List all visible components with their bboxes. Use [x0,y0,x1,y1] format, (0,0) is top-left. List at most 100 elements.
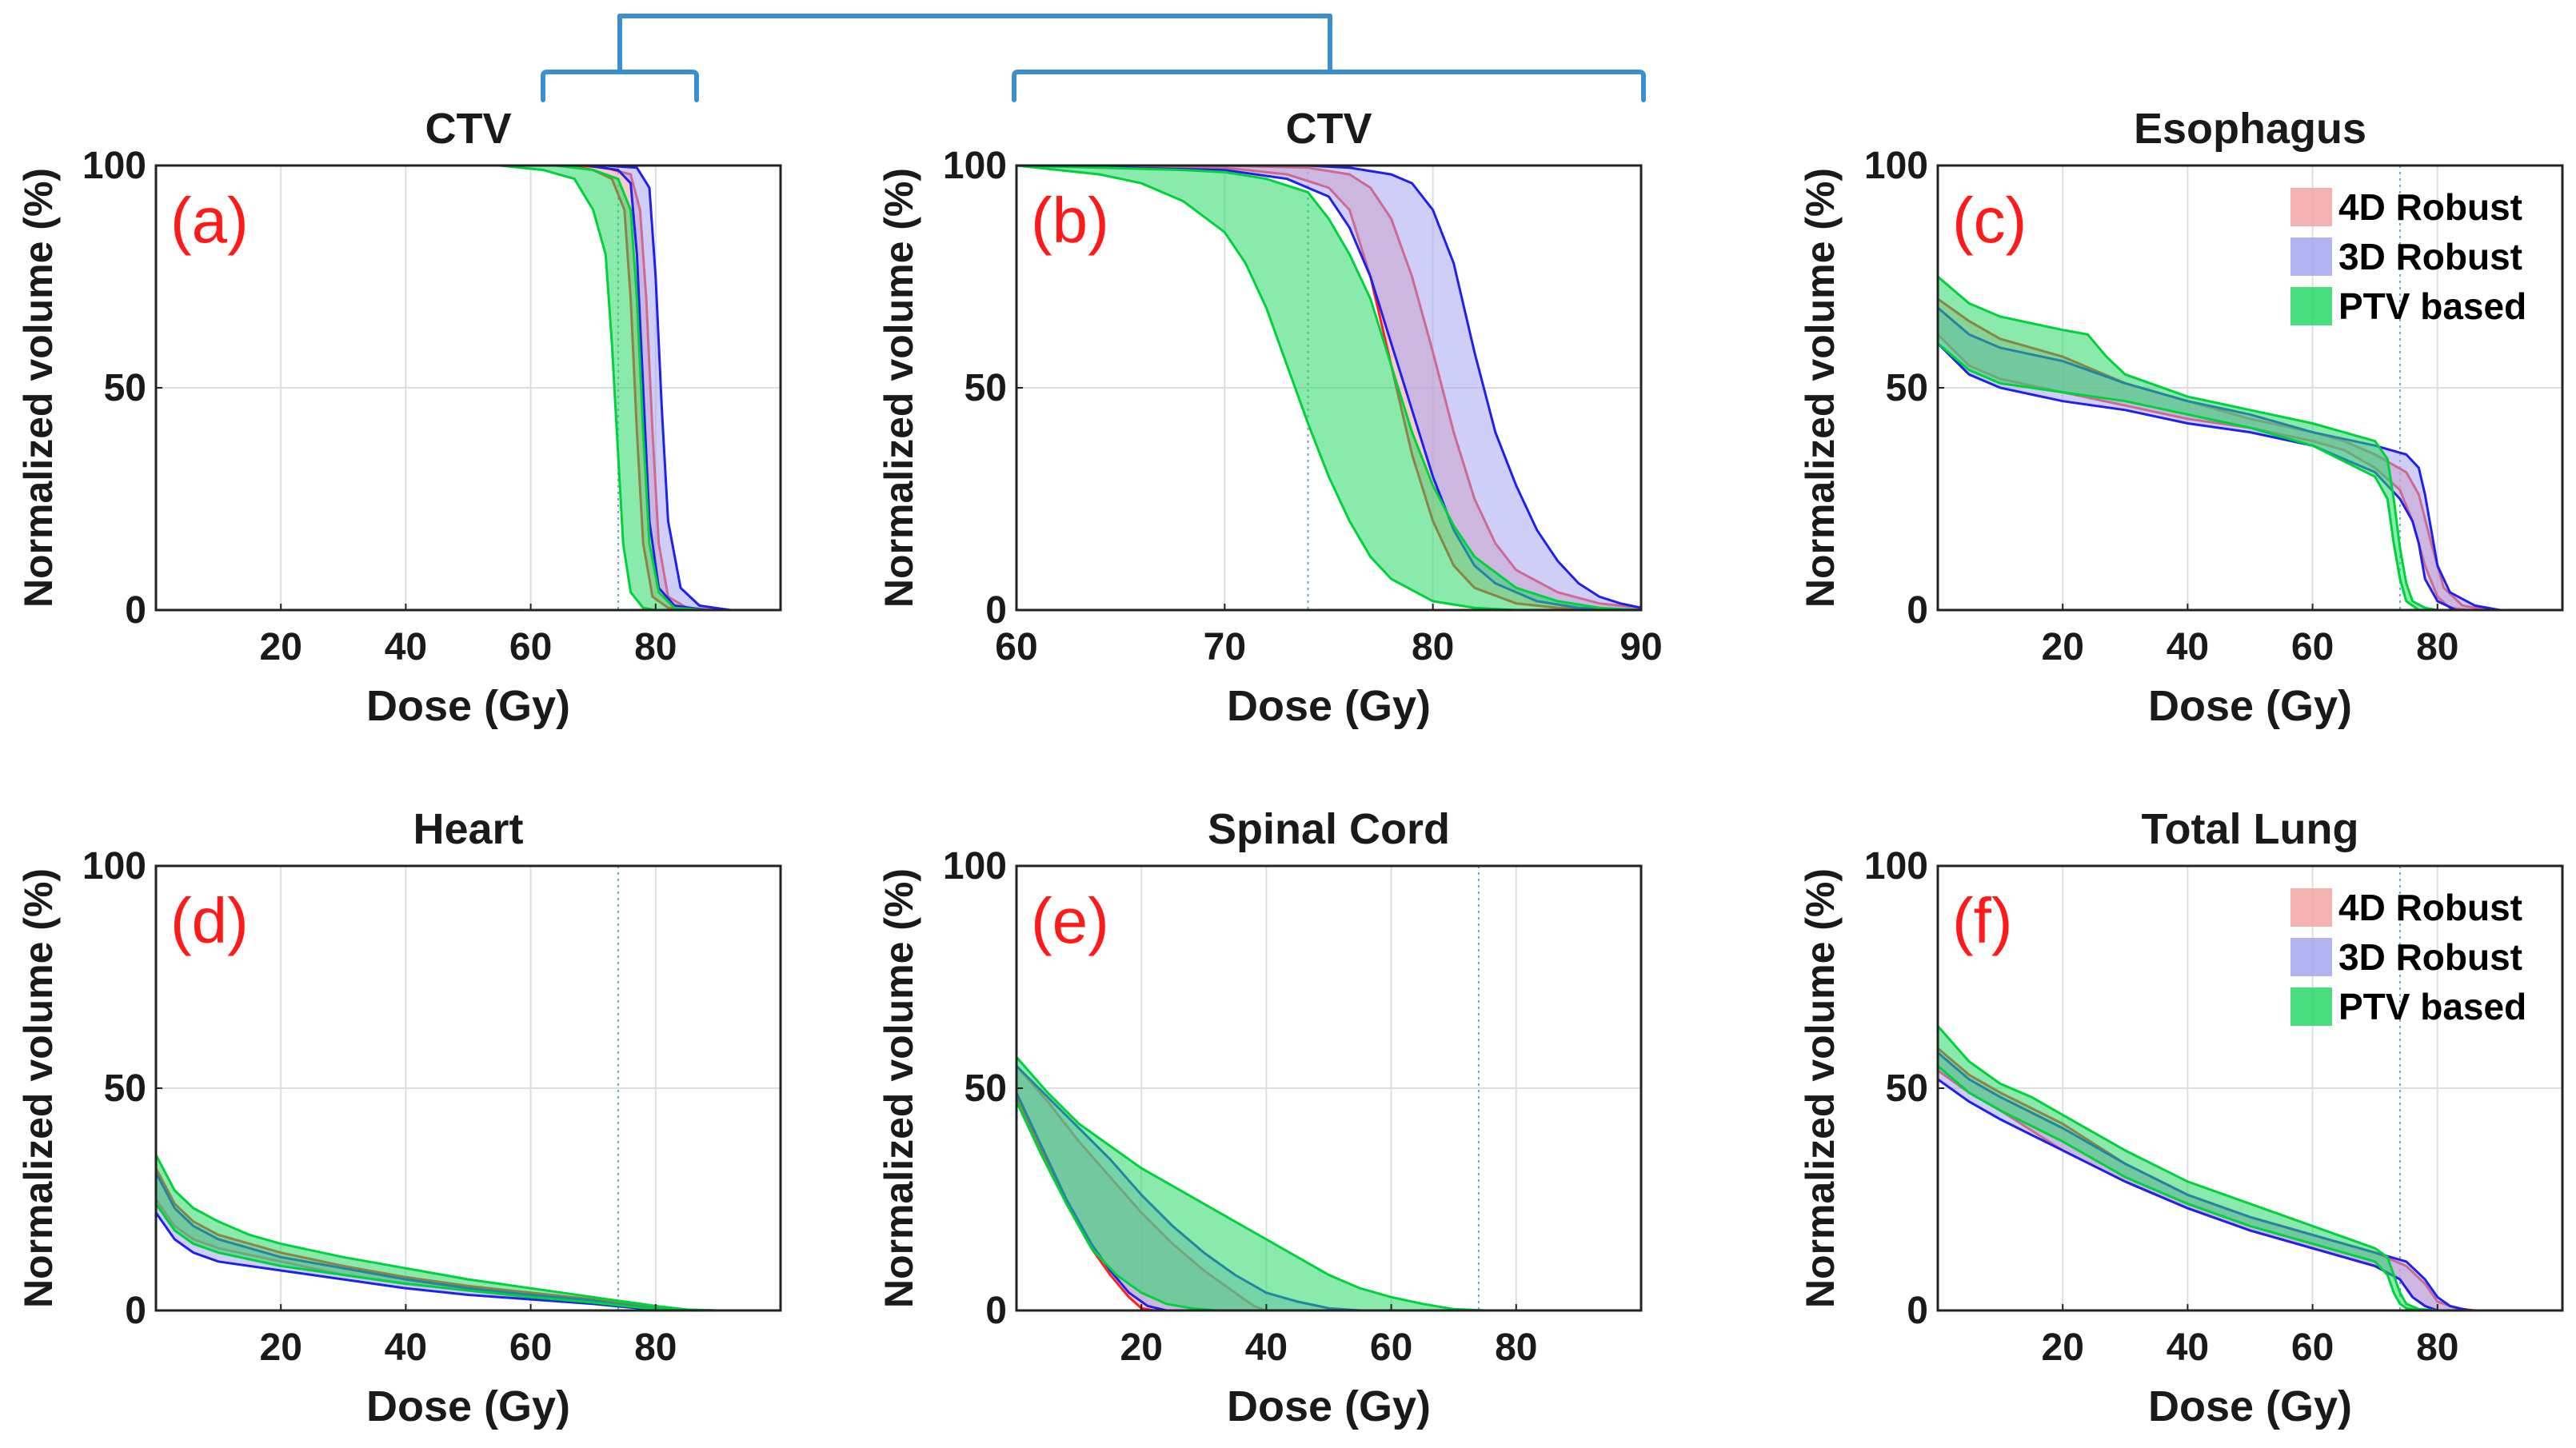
panel-letter: (e) [1031,885,1109,956]
y-axis-label: Normalized volume (%) [877,168,921,608]
y-axis-label: Normalized volume (%) [1798,168,1843,608]
panel-e: 20 40 60 80 0 50 100 Spinal Cord Dose (Gy) Normal… [877,805,1643,1430]
x-tick-label: 70 [1204,626,1246,668]
x-tick-label: 80 [1412,626,1454,668]
band-upper-ptv-based [1936,1025,2562,1312]
panel-b: 60 70 80 90 0 50 100 CTV Dose (Gy) Normalized vol… [877,105,1663,730]
band-lower-3d-robust [1937,1078,2562,1312]
legend-label: 4D Robust [2338,186,2522,228]
legend-label: 3D Robust [2338,936,2522,978]
band-lower-ptv-based [154,1203,781,1312]
x-tick-label: 60 [1370,1326,1412,1369]
band-ptv-based [156,166,781,610]
x-tick-label: 20 [260,1326,302,1369]
y-tick-label: 50 [104,1067,146,1110]
band-ptv-based [1938,277,2562,610]
x-tick-label: 40 [385,626,427,668]
panel-title: Esophagus [2134,105,2366,153]
panel-letter: (f) [1952,885,2013,956]
band-3d-robust [1016,166,1641,610]
y-tick-label: 0 [1907,589,1928,632]
panel-title: Heart [413,805,523,853]
y-tick-label: 0 [125,589,146,632]
band-upper-ptv-based [1937,275,2562,612]
y-tick-label: 50 [965,367,1007,409]
band-lower-ptv-based [1937,342,2562,612]
panel-letter: (c) [1952,185,2027,256]
x-axis-label: Dose (Gy) [366,1382,570,1430]
x-tick-label: 90 [1619,626,1662,668]
x-tick-label: 60 [509,1326,552,1369]
legend-label: 3D Robust [2338,236,2522,277]
y-tick-label: 0 [1907,1290,1928,1332]
panel-letter: (b) [1031,185,1109,256]
band-upper-ptv-based [1016,164,1642,612]
x-tick-label: 40 [385,1326,427,1369]
legend-swatch [2290,188,2332,226]
band-3d-robust [156,166,781,610]
x-axis-label: Dose (Gy) [1227,682,1431,730]
y-tick-label: 100 [1864,845,1928,888]
legend-label: 4D Robust [2338,887,2522,928]
y-tick-label: 50 [965,1067,1007,1110]
y-tick-label: 0 [985,1290,1007,1332]
band-upper-3d-robust [156,164,781,612]
y-tick-label: 100 [82,845,146,888]
x-tick-label: 80 [2416,1326,2458,1369]
panel-letter: (d) [170,885,249,956]
y-axis-label: Normalized volume (%) [877,868,921,1308]
x-tick-label: 80 [2416,626,2458,668]
panel-letter: (a) [170,185,249,256]
x-tick-label: 20 [1120,1326,1163,1369]
x-tick-label: 80 [634,626,677,668]
band-lower-ptv-based [1016,164,1641,612]
panel-title: CTV [425,105,512,153]
x-tick-label: 20 [2042,1326,2084,1369]
x-tick-label: 60 [995,626,1037,668]
x-axis-label: Dose (Gy) [2148,682,2352,730]
legend-swatch [2290,987,2332,1026]
y-axis-label: Normalized volume (%) [16,168,61,608]
legend: 4D Robust 3D Robust PTV based [2290,186,2526,327]
y-tick-label: 0 [125,1290,146,1332]
x-axis-label: Dose (Gy) [366,682,570,730]
x-tick-label: 40 [2167,1326,2209,1369]
panel-title: CTV [1286,105,1372,153]
band-upper-3d-robust [1016,164,1642,609]
x-tick-label: 40 [1245,1326,1288,1369]
x-tick-label: 40 [2167,626,2209,668]
legend-swatch [2290,237,2332,276]
legend: 4D Robust 3D Robust PTV based [2290,887,2526,1027]
y-tick-label: 100 [943,145,1007,187]
bracket-left-arm [541,70,699,102]
legend-label: PTV based [2338,986,2526,1027]
x-tick-label: 60 [2291,1326,2334,1369]
x-tick-label: 60 [509,626,552,668]
panel-title: Total Lung [2142,805,2359,853]
y-tick-label: 50 [1886,367,1928,409]
x-axis-label: Dose (Gy) [2148,1382,2352,1430]
x-axis-label: Dose (Gy) [1227,1382,1431,1430]
y-axis-label: Normalized volume (%) [16,868,61,1308]
legend-swatch [2290,888,2332,927]
y-tick-label: 100 [1864,145,1928,187]
x-tick-label: 20 [2042,626,2084,668]
y-tick-label: 0 [985,589,1007,632]
y-tick-label: 50 [1886,1067,1928,1110]
band-upper-ptv-based [156,164,781,612]
y-axis-label: Normalized volume (%) [1798,868,1843,1308]
band-upper-ptv-based [1015,1056,1641,1312]
y-tick-label: 100 [82,145,146,187]
legend-swatch [2290,938,2332,976]
legend-label: PTV based [2338,285,2526,327]
x-tick-label: 20 [260,626,302,668]
band-ptv-based [1016,1057,1641,1310]
band-lower-ptv-based [156,164,781,612]
panel-c: 20 40 60 80 0 50 100 Esophagus Dose (Gy) Normaliz… [1798,105,2564,730]
band-lower-3d-robust [156,164,781,612]
comparison-bracket [541,14,1646,102]
y-tick-label: 50 [104,367,146,409]
panel-a: 20 40 60 80 0 50 100 CTV Dose (Gy) Normalized vol… [16,105,782,730]
bracket-right-arm [1012,70,1646,102]
